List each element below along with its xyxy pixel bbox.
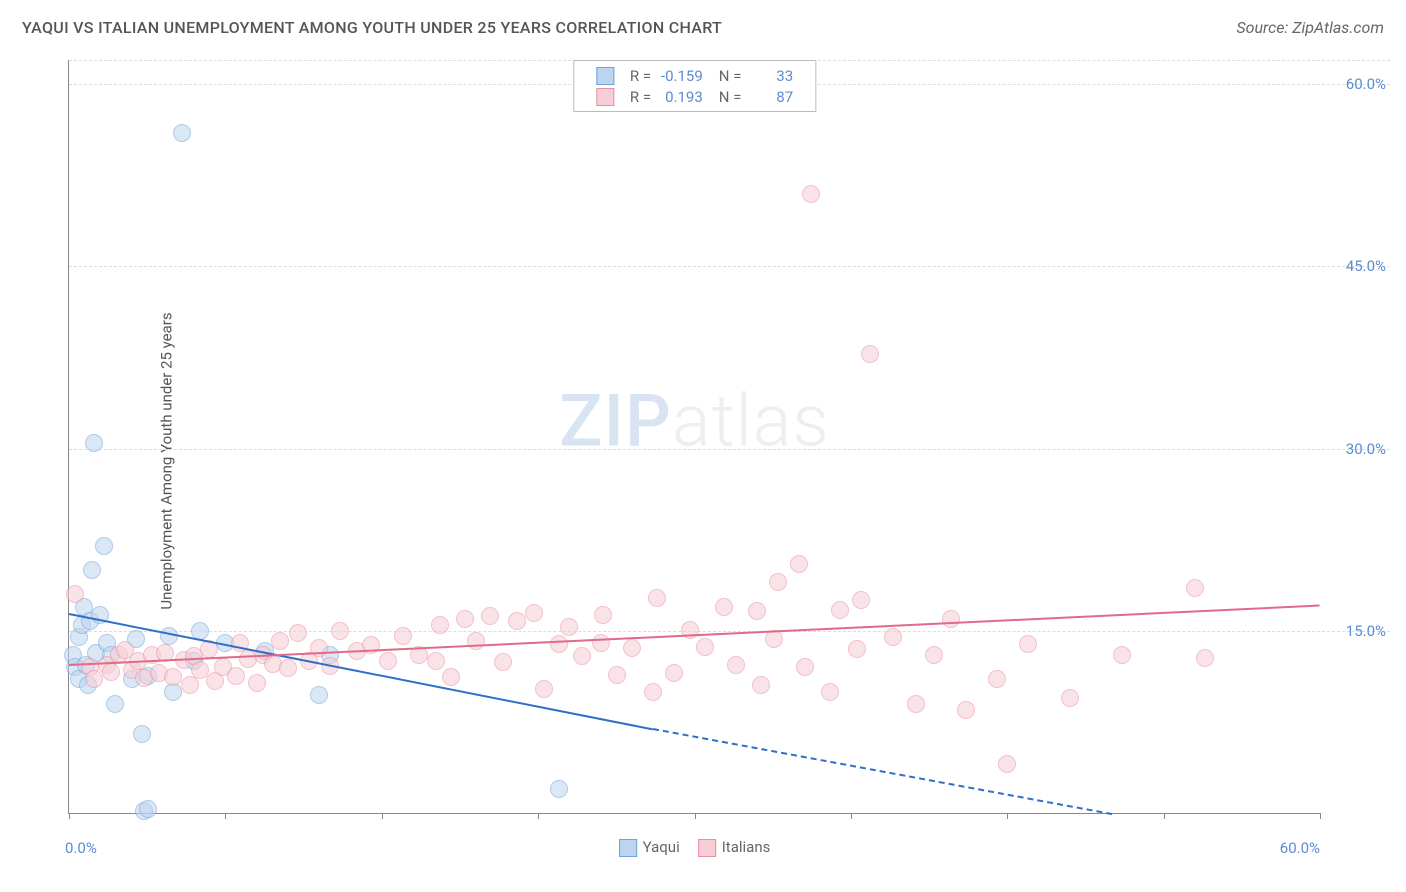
- chart-container: Unemployment Among Youth under 25 years …: [50, 50, 1398, 872]
- data-point: [796, 658, 814, 676]
- chart-title: YAQUI VS ITALIAN UNEMPLOYMENT AMONG YOUT…: [22, 18, 722, 37]
- legend-row: R = 0.193N = 87: [588, 86, 801, 107]
- x-tick: [1007, 813, 1008, 819]
- data-point: [821, 683, 839, 701]
- x-tick: [695, 813, 696, 819]
- data-point: [227, 667, 245, 685]
- data-point: [1186, 579, 1204, 597]
- data-point: [248, 674, 266, 692]
- data-point: [848, 640, 866, 658]
- data-point: [727, 656, 745, 674]
- data-point: [289, 624, 307, 642]
- y-tick-label: 30.0%: [1346, 440, 1386, 458]
- data-point: [608, 666, 626, 684]
- data-point: [831, 601, 849, 619]
- data-point: [106, 695, 124, 713]
- data-point: [861, 345, 879, 363]
- trend-line: [653, 728, 1112, 815]
- data-point: [83, 561, 101, 579]
- data-point: [1019, 635, 1037, 653]
- data-point: [279, 659, 297, 677]
- data-point: [427, 652, 445, 670]
- correlation-legend: R = -0.159N = 33R = 0.193N = 87: [573, 60, 816, 112]
- data-point: [508, 612, 526, 630]
- data-point: [442, 668, 460, 686]
- data-point: [957, 701, 975, 719]
- data-point: [102, 663, 120, 681]
- x-tick-label: 60.0%: [1280, 839, 1320, 857]
- data-point: [1061, 689, 1079, 707]
- data-point: [665, 664, 683, 682]
- data-point: [884, 628, 902, 646]
- data-point: [752, 676, 770, 694]
- data-point: [379, 652, 397, 670]
- data-point: [1113, 646, 1131, 664]
- data-point: [481, 607, 499, 625]
- legend-item: Italians: [698, 838, 771, 857]
- data-point: [715, 598, 733, 616]
- data-point: [790, 555, 808, 573]
- source-label: Source: ZipAtlas.com: [1236, 18, 1384, 37]
- trend-line: [69, 604, 1320, 666]
- x-tick: [1164, 813, 1165, 819]
- data-point: [998, 755, 1016, 773]
- x-tick: [225, 813, 226, 819]
- data-point: [765, 630, 783, 648]
- data-point: [623, 639, 641, 657]
- data-point: [95, 537, 113, 555]
- data-point: [648, 589, 666, 607]
- data-point: [592, 634, 610, 652]
- data-point: [525, 604, 543, 622]
- data-point: [748, 602, 766, 620]
- data-point: [1196, 649, 1214, 667]
- data-point: [594, 606, 612, 624]
- data-point: [942, 610, 960, 628]
- data-point: [907, 695, 925, 713]
- y-tick-label: 45.0%: [1346, 257, 1386, 275]
- data-point: [535, 680, 553, 698]
- data-point: [494, 653, 512, 671]
- x-tick: [1320, 813, 1321, 819]
- x-tick: [382, 813, 383, 819]
- x-tick: [538, 813, 539, 819]
- data-point: [560, 618, 578, 636]
- legend-row: R = -0.159N = 33: [588, 65, 801, 86]
- gridline: [69, 449, 1390, 450]
- data-point: [85, 670, 103, 688]
- x-tick: [69, 813, 70, 819]
- data-point: [573, 647, 591, 665]
- series-legend: Yaqui Italians: [619, 838, 771, 857]
- data-point: [271, 632, 289, 650]
- data-point: [85, 434, 103, 452]
- gridline: [69, 266, 1390, 267]
- watermark: ZIPatlas: [559, 379, 830, 464]
- data-point: [394, 627, 412, 645]
- data-point: [769, 573, 787, 591]
- data-point: [431, 616, 449, 634]
- y-tick-label: 15.0%: [1346, 622, 1386, 640]
- data-point: [133, 725, 151, 743]
- data-point: [925, 646, 943, 664]
- legend-item: Yaqui: [619, 838, 680, 857]
- data-point: [550, 635, 568, 653]
- data-point: [802, 185, 820, 203]
- data-point: [852, 591, 870, 609]
- y-tick-label: 60.0%: [1346, 75, 1386, 93]
- data-point: [181, 676, 199, 694]
- data-point: [66, 585, 84, 603]
- data-point: [456, 610, 474, 628]
- data-point: [644, 683, 662, 701]
- data-point: [173, 124, 191, 142]
- data-point: [696, 638, 714, 656]
- data-point: [164, 668, 182, 686]
- data-point: [331, 622, 349, 640]
- x-tick-label: 0.0%: [65, 839, 97, 857]
- x-tick: [851, 813, 852, 819]
- data-point: [310, 686, 328, 704]
- data-point: [139, 800, 157, 818]
- data-point: [550, 780, 568, 798]
- data-point: [988, 670, 1006, 688]
- plot-area: ZIPatlas R = -0.159N = 33R = 0.193N = 87…: [68, 60, 1320, 814]
